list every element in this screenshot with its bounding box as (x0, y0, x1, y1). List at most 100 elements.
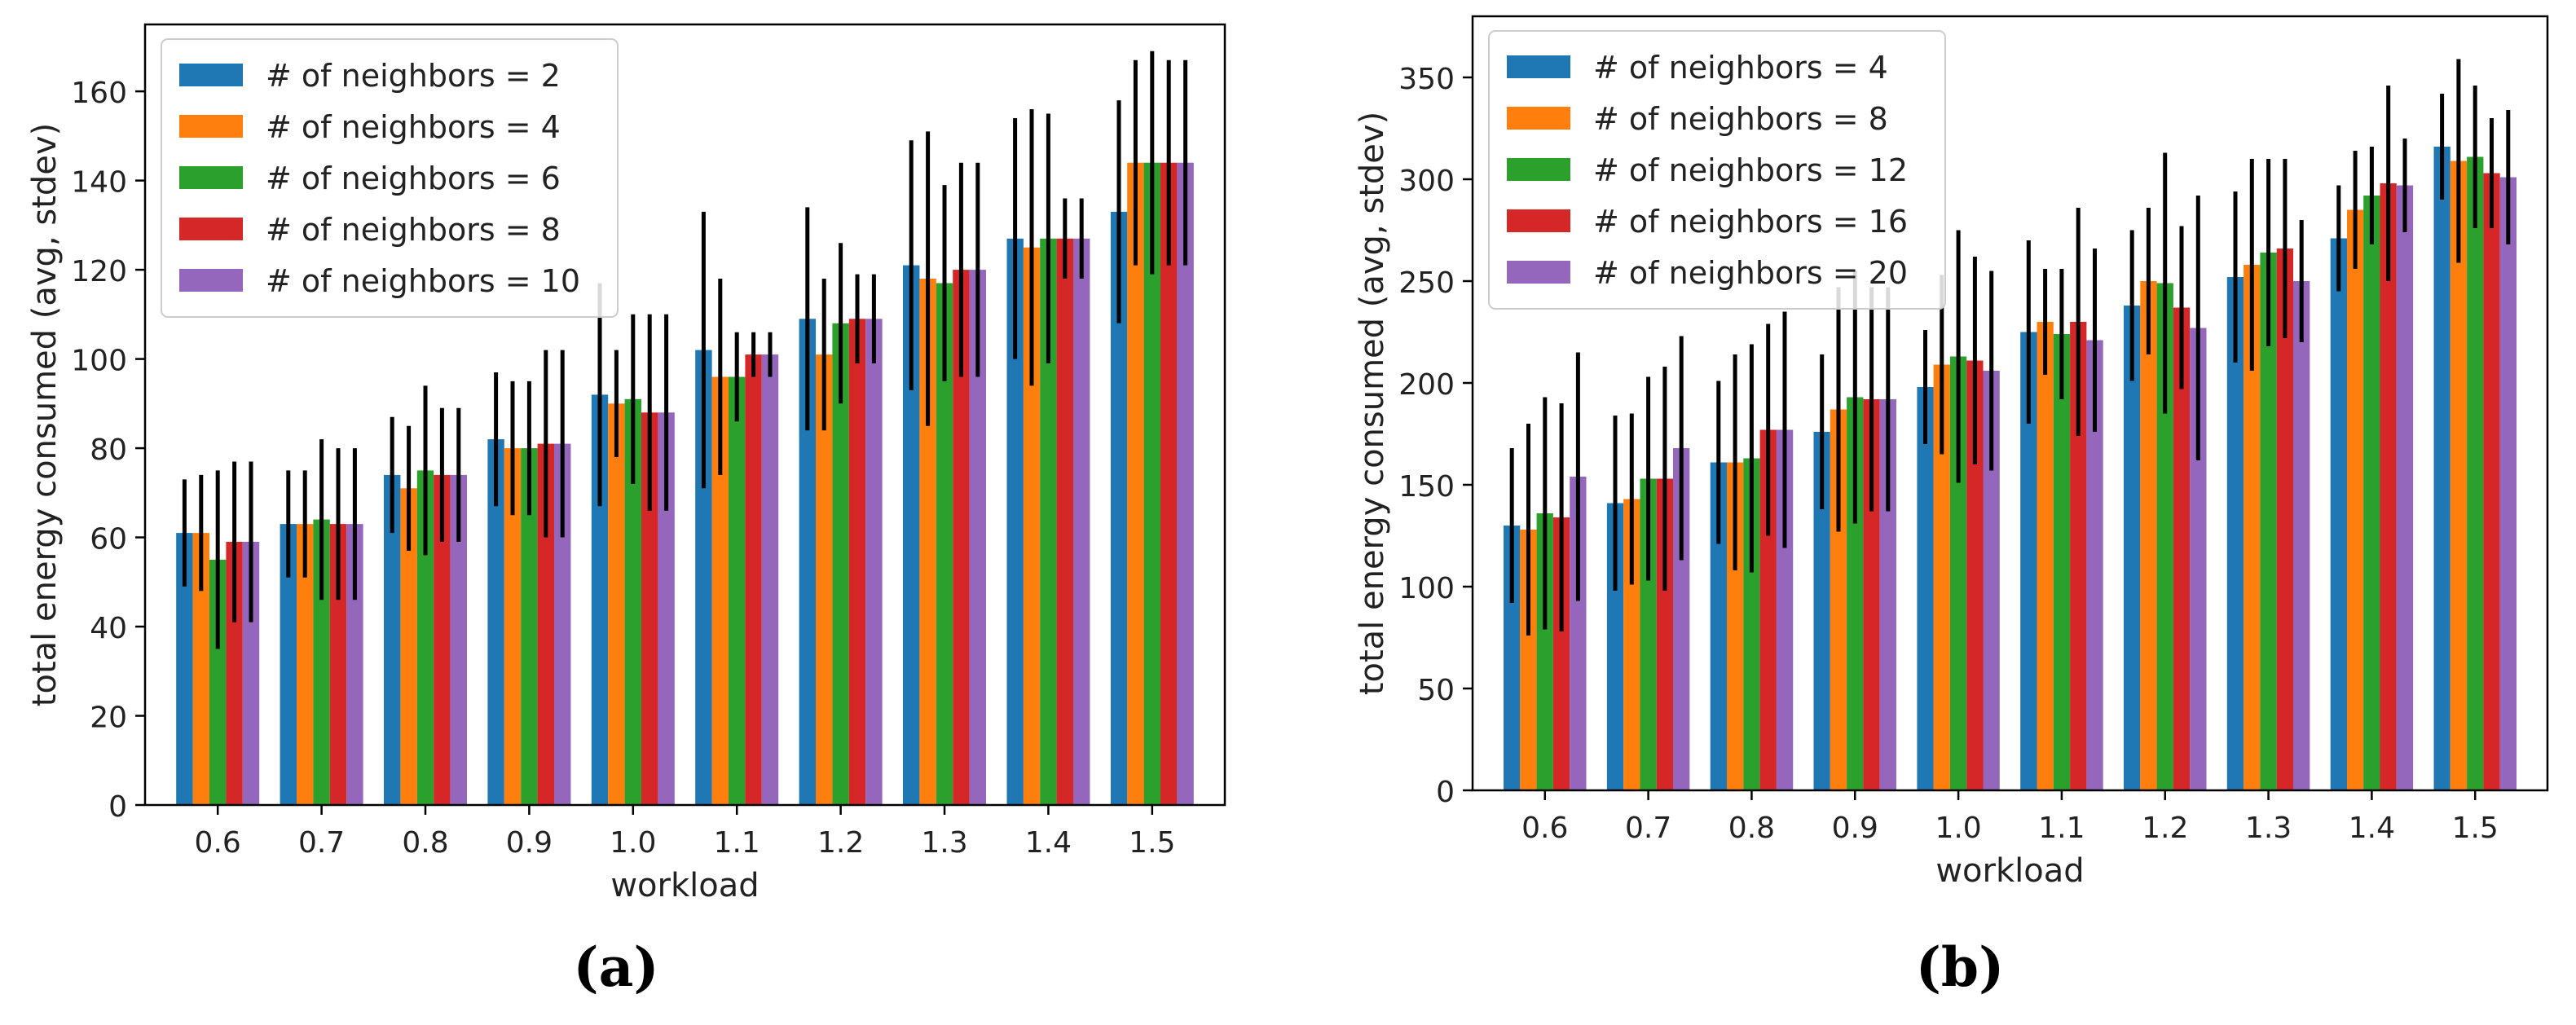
bar (2053, 334, 2071, 790)
x-tick-label: 1.4 (1025, 826, 1072, 860)
bar (1743, 458, 1760, 790)
bar (2363, 196, 2380, 790)
chart-panel-a: 0 20 40 60 80 100 120 140 160 0.6 0.7 0.8 0.9 1.0 1.1 1… (26, 23, 1226, 999)
bar (1160, 162, 1178, 805)
legend-label: # of neighbors = 20 (1593, 255, 1908, 291)
bar (2499, 177, 2517, 790)
bar (1023, 247, 1041, 805)
legend-label: # of neighbors = 4 (1593, 50, 1888, 86)
bar (1536, 513, 1553, 790)
bar (1727, 462, 1744, 790)
bar (2347, 209, 2364, 790)
legend: # of neighbors = 4 # of neighbors = 8 # of… (1488, 30, 1946, 310)
bar (1656, 478, 1674, 790)
bar (2467, 156, 2484, 790)
x-tick-label: 1.1 (714, 826, 760, 860)
y-tick-label: 20 (90, 702, 127, 735)
y-tick-label: 250 (1398, 266, 1455, 300)
bar (865, 319, 883, 805)
bar (1966, 360, 1984, 790)
x-tick-label: 1.0 (1935, 812, 1981, 845)
legend-swatch (179, 115, 243, 138)
x-tick-label: 1.2 (2142, 812, 2188, 845)
bar (313, 519, 330, 805)
legend-swatch (179, 64, 243, 86)
legend-box (1488, 30, 1946, 310)
bar (226, 542, 243, 805)
y-tick-label: 0 (108, 790, 127, 824)
bar (2190, 328, 2207, 790)
legend-label: # of neighbors = 4 (266, 109, 561, 145)
bar (434, 474, 451, 805)
x-tick-label: 0.7 (1625, 812, 1671, 845)
bar (2276, 249, 2293, 790)
legend-label: # of neighbors = 16 (1593, 204, 1908, 240)
bar (2380, 183, 2397, 790)
bar (2330, 238, 2347, 790)
x-tick-label: 1.1 (2038, 812, 2085, 845)
bar (1623, 499, 1640, 790)
bar (1847, 397, 1864, 790)
bar (2037, 322, 2054, 790)
x-tick-label: 1.5 (2452, 812, 2499, 845)
x-axis-label: workload (610, 867, 759, 904)
x-tick-label: 0.9 (506, 826, 553, 860)
legend-label: # of neighbors = 6 (266, 161, 561, 196)
bar (816, 354, 833, 806)
x-tick-label: 0.8 (402, 826, 448, 860)
bar (2156, 283, 2173, 790)
legend-label: # of neighbors = 8 (266, 212, 561, 248)
chart-panel-b: 0 50 100 150 200 250 300 350 0.6 0.7 0.8 0.9 1.0 1.1 1… (1354, 15, 2549, 999)
x-tick-label: 0.6 (1521, 812, 1568, 845)
bar (280, 524, 297, 805)
bar (1640, 478, 1657, 790)
bar (242, 542, 260, 805)
x-tick-label: 1.5 (1129, 826, 1175, 860)
bar (329, 524, 347, 805)
bar (416, 470, 434, 805)
x-tick-label: 1.4 (2349, 812, 2395, 845)
y-tick-label: 60 (90, 523, 127, 556)
y-axis-label: total energy consumed (avg, stdev) (26, 123, 64, 706)
x-tick-label: 1.3 (2245, 812, 2292, 845)
bar (537, 443, 554, 805)
bar (1127, 162, 1144, 805)
bar (711, 376, 729, 805)
bar (745, 354, 762, 806)
y-tick-label: 100 (71, 345, 127, 378)
bar (209, 559, 227, 805)
bar (2260, 253, 2277, 790)
bar (936, 283, 953, 805)
bar (1933, 364, 1950, 790)
bar (192, 533, 209, 805)
bar (384, 474, 401, 805)
bar (297, 524, 314, 805)
bar (1830, 409, 1847, 790)
legend: # of neighbors = 2 # of neighbors = 4 # of… (161, 38, 619, 318)
bar (624, 398, 641, 805)
x-tick-label: 0.9 (1832, 812, 1878, 845)
legend-swatch (179, 218, 243, 240)
bar (1863, 399, 1880, 790)
bar (832, 323, 849, 805)
legend-swatch (1507, 107, 1570, 130)
bar (1879, 399, 1896, 790)
y-tick-label: 300 (1398, 165, 1455, 198)
bar (969, 270, 986, 806)
bar (1552, 517, 1570, 790)
legend-label: # of neighbors = 2 (266, 58, 561, 94)
y-tick-label: 120 (71, 255, 127, 288)
bar (1949, 356, 1967, 790)
bar (504, 448, 522, 805)
legend-swatch (1507, 261, 1570, 284)
bar (2244, 265, 2261, 790)
plot-frame (1471, 15, 2549, 792)
bar (608, 403, 625, 805)
x-tick-label: 1.3 (921, 826, 967, 860)
bar (2124, 306, 2141, 790)
bar (1759, 429, 1777, 790)
bar (1983, 371, 2000, 790)
legend-swatch (1507, 209, 1570, 232)
bar (761, 354, 779, 806)
